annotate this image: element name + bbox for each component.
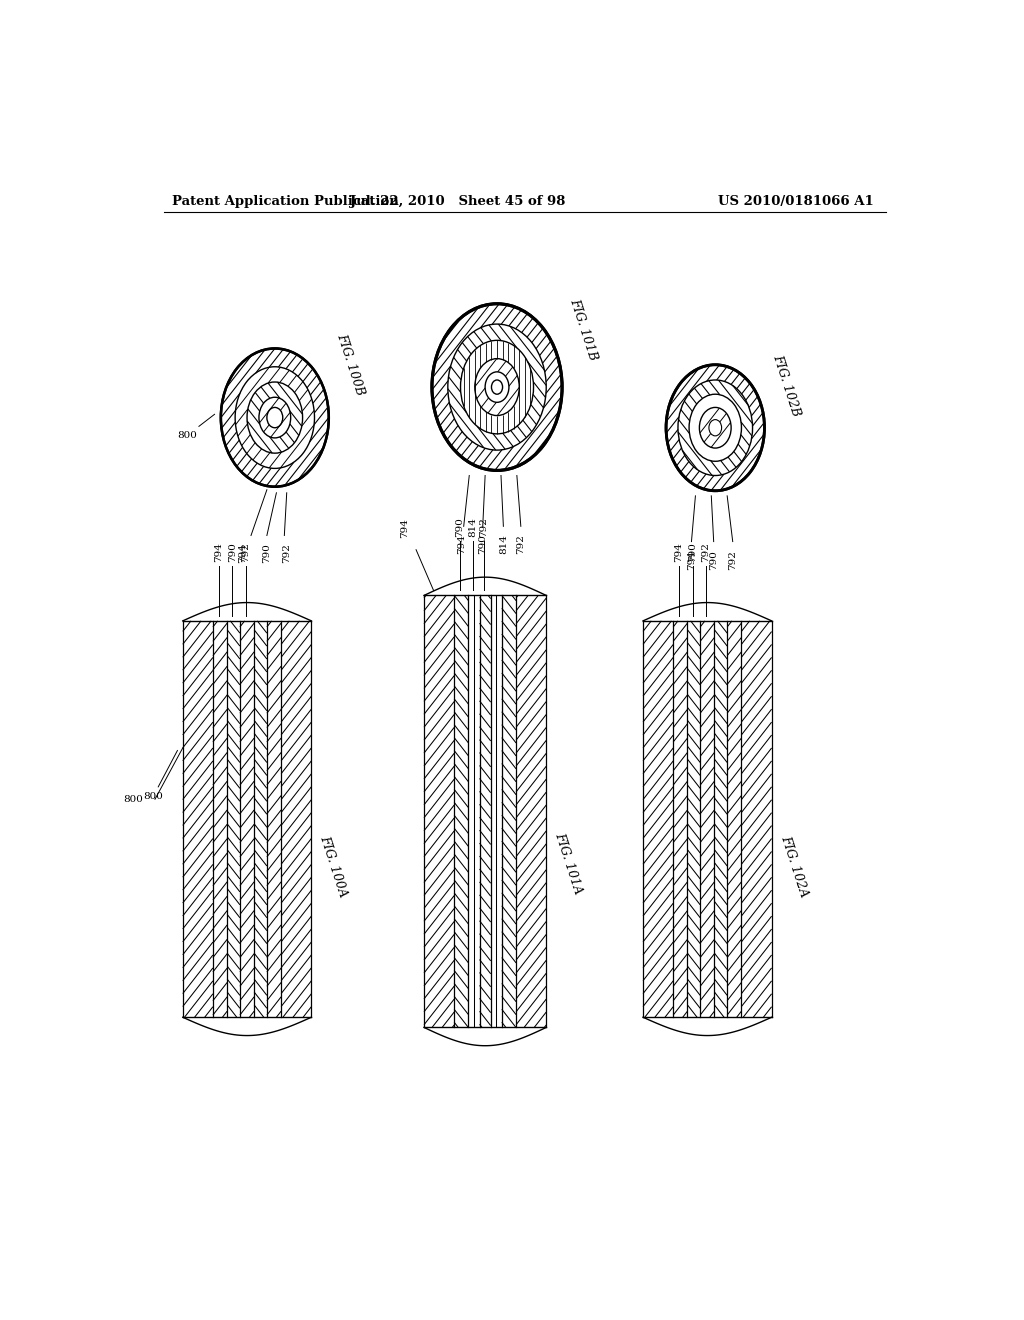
Text: 800: 800 [123, 795, 143, 804]
Circle shape [267, 408, 283, 428]
Text: FIG. 101B: FIG. 101B [567, 297, 599, 362]
Text: 792: 792 [241, 543, 250, 562]
Text: 794: 794 [214, 543, 223, 562]
Circle shape [492, 380, 503, 395]
Text: 800: 800 [143, 750, 177, 801]
Text: 792: 792 [283, 544, 291, 564]
Circle shape [432, 304, 562, 470]
Text: 790: 790 [262, 544, 271, 564]
Text: FIG. 101A: FIG. 101A [553, 830, 585, 896]
Text: FIG. 100B: FIG. 100B [334, 333, 367, 397]
Text: 794: 794 [687, 549, 696, 570]
Text: 790: 790 [456, 516, 464, 536]
Text: 792: 792 [479, 516, 488, 536]
Text: 794: 794 [399, 517, 409, 537]
Text: 794: 794 [239, 544, 248, 564]
Text: 792: 792 [701, 543, 711, 562]
Text: 794: 794 [675, 543, 683, 562]
Bar [424, 595, 546, 1027]
Text: FIG. 100A: FIG. 100A [317, 834, 350, 899]
Text: 790: 790 [688, 543, 697, 562]
Text: 792: 792 [516, 535, 525, 554]
Text: Patent Application Publication: Patent Application Publication [172, 194, 398, 207]
Text: 800: 800 [177, 414, 215, 440]
Text: 792: 792 [728, 549, 737, 570]
Text: 790: 790 [227, 543, 237, 562]
Text: 794: 794 [457, 535, 466, 554]
Text: 790: 790 [478, 535, 487, 554]
Text: 814: 814 [499, 535, 508, 554]
Bar [182, 620, 311, 1018]
Bar [643, 620, 772, 1018]
Circle shape [709, 420, 722, 436]
Text: US 2010/0181066 A1: US 2010/0181066 A1 [718, 194, 873, 207]
Text: Jul. 22, 2010   Sheet 45 of 98: Jul. 22, 2010 Sheet 45 of 98 [349, 194, 565, 207]
Circle shape [221, 348, 329, 487]
Text: 814: 814 [468, 516, 477, 536]
Text: 790: 790 [710, 549, 718, 570]
Text: FIG. 102A: FIG. 102A [778, 834, 810, 899]
Circle shape [666, 364, 765, 491]
Text: FIG. 102B: FIG. 102B [771, 352, 803, 417]
